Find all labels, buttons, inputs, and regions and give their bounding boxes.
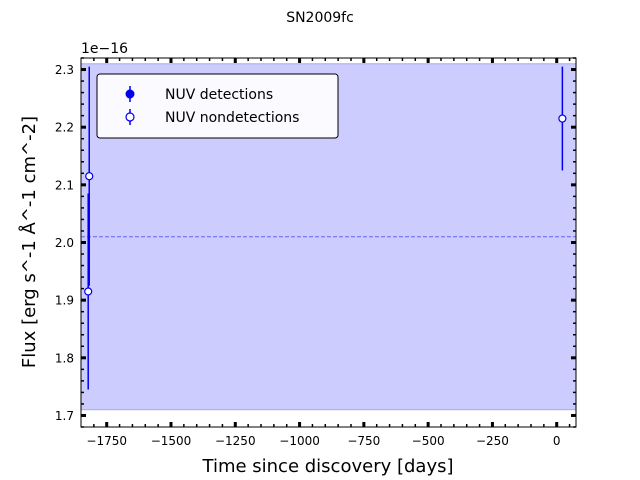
y-tick-label: 2.0 (55, 236, 74, 250)
legend-nondetections-marker (125, 112, 135, 122)
x-axis-label: Time since discovery [days] (202, 456, 454, 477)
x-tick-label: −1000 (279, 434, 320, 448)
x-tick-label: −500 (412, 434, 445, 448)
legend-detections-marker (125, 89, 135, 99)
y-tick-label: 2.3 (55, 63, 74, 77)
y-tick-label: 1.8 (55, 351, 74, 365)
x-tick-label: 0 (553, 434, 561, 448)
legend-box (96, 73, 339, 139)
y-tick-label: 1.9 (55, 294, 74, 308)
legend-detections-label: NUV detections (165, 87, 273, 103)
ticks-layer: −1750 −1500 −1250 −1000 −750 −500 −250 0 1.7 1.8 1… (55, 57, 576, 448)
x-tick-label: −1750 (86, 434, 127, 448)
legend-item-nondetections: NUV nondetections (125, 109, 299, 126)
x-tick-label: −750 (347, 434, 380, 448)
y-offset-text: 1e−16 (81, 41, 128, 57)
x-tick-label: −1500 (151, 434, 192, 448)
chart-title: SN2009fc (286, 10, 354, 26)
x-tick-label: −1250 (215, 434, 256, 448)
y-tick-label: 2.1 (55, 178, 74, 192)
y-tick-label: 1.7 (55, 409, 74, 423)
axes-frame (80, 57, 577, 428)
legend: NUV detections NUV nondetections (96, 73, 339, 139)
data-point-1-1 (84, 287, 93, 296)
legend-item-detections: NUV detections (125, 86, 273, 103)
legend-nondetections-label: NUV nondetections (165, 110, 299, 126)
y-axis-label: Flux [erg s^-1 Å^-1 cm^-2] (18, 116, 40, 368)
data-points-layer (84, 66, 567, 390)
data-point-1-2 (558, 114, 567, 123)
x-tick-label: −250 (476, 434, 509, 448)
data-point-1-0 (85, 172, 94, 181)
y-tick-label: 2.2 (55, 121, 74, 135)
